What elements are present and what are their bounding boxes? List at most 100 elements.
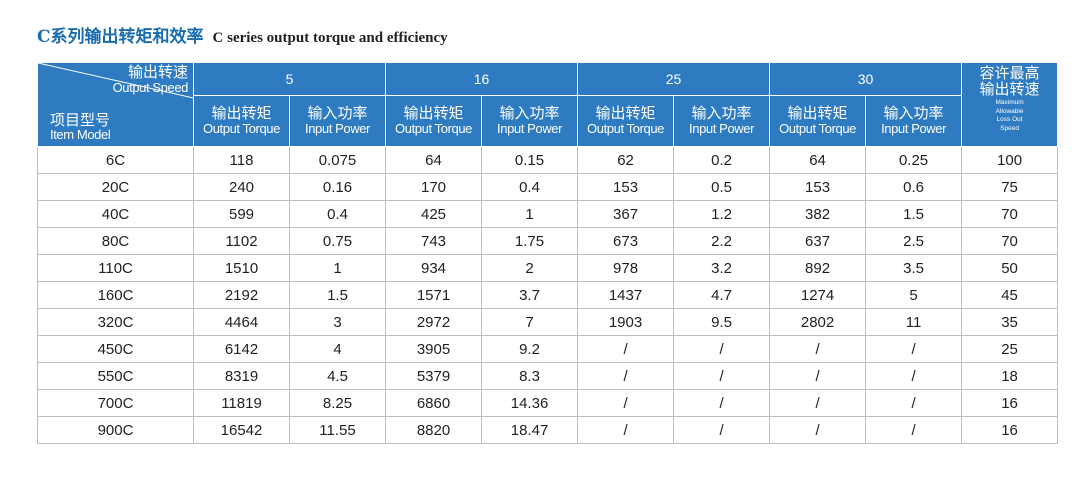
power-subheader: 输入功率 Input Power (865, 95, 963, 147)
table-cell: / (673, 416, 771, 444)
table-cell: 0.4 (481, 173, 579, 201)
table-cell: 1102 (193, 227, 290, 255)
table-row: 320C 4464 3 2972 7 1903 9.5 2802 11 35 (37, 308, 1059, 336)
table-cell: 8.3 (481, 362, 579, 390)
table-cell: 1.75 (481, 227, 579, 255)
table-cell: / (769, 362, 867, 390)
table-cell: 7 (481, 308, 579, 336)
corner-header-cell: 输出转速 Output Speed 项目型号 Item Model (37, 62, 194, 147)
power-subheader: 输入功率 Input Power (288, 95, 387, 147)
table-cell: 1 (481, 200, 579, 228)
power-subheader: 输入功率 Input Power (673, 95, 771, 147)
table-cell: 70 (961, 200, 1059, 228)
table-cell: / (577, 362, 675, 390)
table-cell: 18 (961, 362, 1059, 390)
table-cell: 2.2 (673, 227, 771, 255)
table-row: 550C 8319 4.5 5379 8.3// //18 (37, 362, 1059, 390)
table-cell: 1 (288, 254, 387, 282)
table-cell: 0.4 (288, 200, 387, 228)
table-cell: 170 (385, 173, 483, 201)
table-cell: 11819 (193, 389, 290, 417)
table-cell: 2192 (193, 281, 290, 309)
table-cell: 11.55 (288, 416, 387, 444)
table-cell: 0.25 (865, 146, 963, 174)
table-cell: / (865, 416, 963, 444)
table-cell: 18.47 (481, 416, 579, 444)
table-cell: 382 (769, 200, 867, 228)
table-cell: 4464 (193, 308, 290, 336)
table-cell: 4.5 (288, 362, 387, 390)
table-row: 6C 118 0.075 64 0.15 62 0.2 64 0.25 100 (37, 146, 1059, 174)
table-cell: 1.5 (288, 281, 387, 309)
table-cell: / (673, 389, 771, 417)
table-cell: 8.25 (288, 389, 387, 417)
table-cell: 3.5 (865, 254, 963, 282)
model-cell: 320C (37, 308, 194, 336)
table-cell: 0.75 (288, 227, 387, 255)
table-cell: 743 (385, 227, 483, 255)
table-cell: 8820 (385, 416, 483, 444)
table-cell: 0.16 (288, 173, 387, 201)
model-cell: 110C (37, 254, 194, 282)
table-cell: 16542 (193, 416, 290, 444)
torque-subheader: 输出转矩 Output Torque (769, 95, 867, 147)
table-header: 输出转速 Output Speed 项目型号 Item Model 5 16 2… (37, 62, 1059, 147)
table-cell: 70 (961, 227, 1059, 255)
table-cell: / (673, 335, 771, 363)
table-cell: 118 (193, 146, 290, 174)
table-row: 20C 240 0.16 170 0.4 153 0.5 153 0.6 75 (37, 173, 1059, 201)
table-cell: 16 (961, 389, 1059, 417)
max-speed-header: 容许最高 输出转速 Maximum Allowable Loss Out Spe… (961, 62, 1059, 147)
model-cell: 900C (37, 416, 194, 444)
table-cell: 0.15 (481, 146, 579, 174)
table-cell: / (865, 389, 963, 417)
table-cell: 673 (577, 227, 675, 255)
item-model-label: 项目型号 Item Model (50, 111, 111, 143)
table-cell: 35 (961, 308, 1059, 336)
table-cell: 14.36 (481, 389, 579, 417)
table-row: 900C 16542 11.55 8820 18.47// //16 (37, 416, 1059, 444)
table-cell: / (865, 362, 963, 390)
table-cell: 1903 (577, 308, 675, 336)
table-cell: / (769, 389, 867, 417)
table-row: 110C 1510 1 934 2 978 3.2 892 3.5 50 (37, 254, 1059, 282)
page-title: C系列输出转矩和效率 C series output torque and ef… (37, 22, 448, 47)
table-cell: 0.075 (288, 146, 387, 174)
table-cell: 425 (385, 200, 483, 228)
table-cell: 1510 (193, 254, 290, 282)
table-cell: 0.2 (673, 146, 771, 174)
speed-header-30: 30 (769, 62, 963, 96)
table-cell: 9.5 (673, 308, 771, 336)
table-cell: 892 (769, 254, 867, 282)
table-cell: 0.5 (673, 173, 771, 201)
table-cell: 240 (193, 173, 290, 201)
table-cell: 16 (961, 416, 1059, 444)
table-cell: 3 (288, 308, 387, 336)
table-cell: 4 (288, 335, 387, 363)
table-cell: 599 (193, 200, 290, 228)
model-cell: 80C (37, 227, 194, 255)
table-cell: 4.7 (673, 281, 771, 309)
table-cell: 1571 (385, 281, 483, 309)
model-cell: 40C (37, 200, 194, 228)
table-row: 450C 6142 4 3905 9.2// //25 (37, 335, 1059, 363)
table-cell: 978 (577, 254, 675, 282)
table-cell: 62 (577, 146, 675, 174)
table-cell: 153 (769, 173, 867, 201)
table-cell: 2972 (385, 308, 483, 336)
torque-subheader: 输出转矩 Output Torque (193, 95, 290, 147)
table-cell: 1.2 (673, 200, 771, 228)
power-subheader: 输入功率 Input Power (481, 95, 579, 147)
table-cell: / (577, 416, 675, 444)
table-cell: / (577, 335, 675, 363)
table-cell: 367 (577, 200, 675, 228)
model-cell: 550C (37, 362, 194, 390)
table-cell: 75 (961, 173, 1059, 201)
table-cell: 3.7 (481, 281, 579, 309)
table-row: 40C 599 0.4 425 1 367 1.2 382 1.5 70 (37, 200, 1059, 228)
table-cell: 2802 (769, 308, 867, 336)
table-cell: 1437 (577, 281, 675, 309)
model-cell: 20C (37, 173, 194, 201)
table-cell: 50 (961, 254, 1059, 282)
torque-subheader: 输出转矩 Output Torque (385, 95, 483, 147)
